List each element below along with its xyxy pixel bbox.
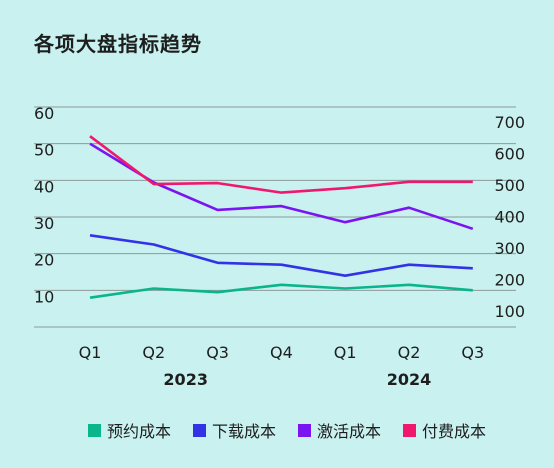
- right-tick-label: 100: [494, 302, 525, 321]
- legend-swatch: [193, 423, 207, 437]
- x-tick-label: Q3: [206, 343, 229, 362]
- series-line: [89, 283, 473, 299]
- left-tick-label: 30: [34, 214, 54, 233]
- x-tick-label: Q1: [334, 343, 357, 362]
- right-tick-label: 500: [494, 176, 525, 195]
- x-tick-label: Q2: [142, 343, 165, 362]
- x-tick-label: Q4: [270, 343, 293, 362]
- legend-item: 下载成本: [193, 418, 276, 442]
- series-line: [89, 234, 473, 278]
- legend: 预约成本 下载成本 激活成本 付费成本: [88, 418, 508, 442]
- legend-label: 激活成本: [317, 422, 382, 441]
- series-lines: [89, 135, 474, 299]
- x-tick-label: Q2: [398, 343, 421, 362]
- right-tick-label: 600: [494, 145, 525, 164]
- year-label: 2023: [163, 370, 208, 389]
- year-label: 2024: [387, 370, 432, 389]
- chart-title: 各项大盘指标趋势: [34, 32, 202, 56]
- grid-lines: [34, 106, 516, 328]
- right-axis: 100 200 300 400 500 600 700: [494, 113, 525, 321]
- left-tick-label: 10: [34, 287, 54, 306]
- legend-item: 激活成本: [298, 418, 381, 442]
- left-axis: 10 20 30 40 50 60: [34, 104, 54, 306]
- legend-label: 付费成本: [422, 422, 487, 441]
- legend-label: 下载成本: [212, 422, 277, 441]
- legend-swatch: [298, 423, 312, 437]
- right-tick-label: 700: [494, 113, 525, 132]
- legend-item: 付费成本: [403, 418, 486, 442]
- legend-item: 预约成本: [88, 418, 171, 442]
- legend-swatch: [403, 423, 417, 437]
- right-tick-label: 400: [494, 208, 525, 227]
- left-tick-label: 60: [34, 104, 54, 123]
- left-tick-label: 50: [34, 141, 54, 160]
- left-tick-label: 40: [34, 177, 54, 196]
- legend-label: 预约成本: [107, 422, 172, 441]
- series-line: [89, 142, 474, 231]
- x-tick-label: Q1: [79, 343, 102, 362]
- x-axis: Q1 Q2 Q3 Q4 Q1 Q2 Q3 2023 2024: [79, 343, 485, 389]
- right-tick-label: 300: [494, 239, 525, 258]
- left-tick-label: 20: [34, 251, 54, 270]
- x-tick-label: Q3: [461, 343, 484, 362]
- legend-swatch: [88, 423, 101, 437]
- series-line: [89, 135, 473, 194]
- right-tick-label: 200: [494, 271, 525, 290]
